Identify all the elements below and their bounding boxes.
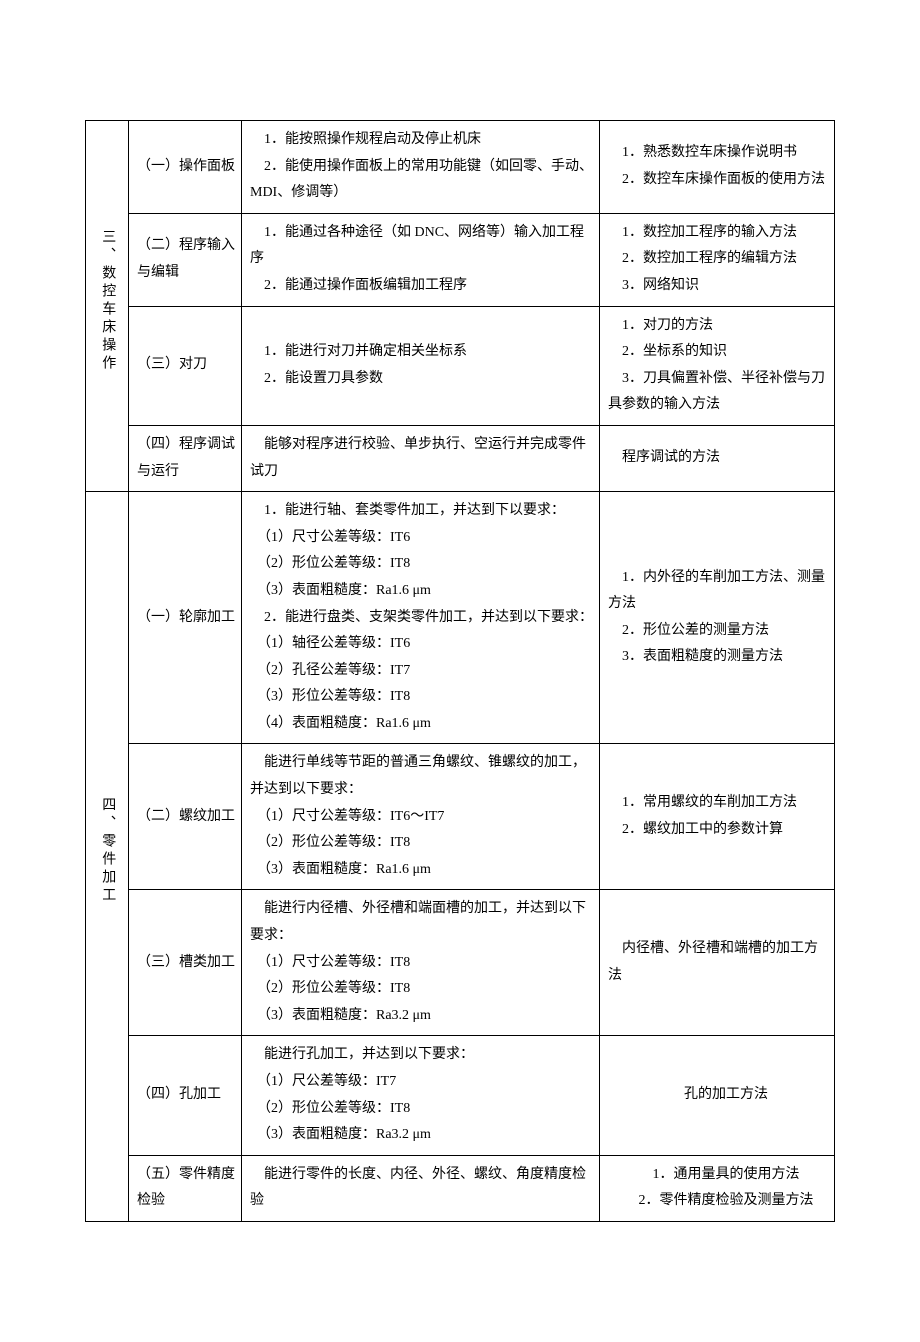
knowledge-cell: 内径槽、外径槽和端槽的加工方法 [600, 890, 835, 1036]
table-row: （五）零件精度检验 能进行零件的长度、内径、外径、螺纹、角度精度检验 1．通用量… [86, 1155, 835, 1221]
knowledge-cell: 1．数控加工程序的输入方法 2．数控加工程序的编辑方法 3．网络知识 [600, 213, 835, 306]
skill-cell: 能进行孔加工，并达到以下要求： （1）尺公差等级：IT7 （2）形位公差等级：I… [242, 1036, 600, 1155]
table-row: （四）程序调试与运行 能够对程序进行校验、单步执行、空运行并完成零件试刀 程序调… [86, 425, 835, 491]
skill-cell: 能够对程序进行校验、单步执行、空运行并完成零件试刀 [242, 425, 600, 491]
knowledge-cell: 1．通用量具的使用方法 2．零件精度检验及测量方法 [600, 1155, 835, 1221]
table-row: 三、数控车床操作（一）操作面板 1．能按照操作规程启动及停止机床 2．能使用操作… [86, 121, 835, 214]
table-row: （二）螺纹加工 能进行单线等节距的普通三角螺纹、锥螺纹的加工，并达到以下要求： … [86, 744, 835, 890]
subsection-cell: （二）程序输入与编辑 [129, 213, 242, 306]
table-row: （三）对刀 1．能进行对刀并确定相关坐标系 2．能设置刀具参数 1．对刀的方法 … [86, 306, 835, 425]
subsection-cell: （一）轮廓加工 [129, 492, 242, 744]
table-row: （四）孔加工 能进行孔加工，并达到以下要求： （1）尺公差等级：IT7 （2）形… [86, 1036, 835, 1155]
table-body: 三、数控车床操作 （一）操作面板 1．能按照操作规程启动及停止机床 2．能使用操作… [86, 121, 835, 1222]
knowledge-cell: 程序调试的方法 [600, 425, 835, 491]
skill-cell: 1．能通过各种途径（如 DNC、网络等）输入加工程序 2．能通过操作面板编辑加工… [242, 213, 600, 306]
knowledge-cell: 1．常用螺纹的车削加工方法 2．螺纹加工中的参数计算 [600, 744, 835, 890]
subsection-cell: （五）零件精度检验 [129, 1155, 242, 1221]
knowledge-cell: 1．对刀的方法 2．坐标系的知识 3．刀具偏置补偿、半径补偿与刀具参数的输入方法 [600, 306, 835, 425]
section-title: 四、零件加工 [94, 797, 121, 905]
skill-cell: 1．能按照操作规程启动及停止机床 2．能使用操作面板上的常用功能键（如回零、手动… [242, 121, 600, 214]
table-row: （二）程序输入与编辑 1．能通过各种途径（如 DNC、网络等）输入加工程序 2．… [86, 213, 835, 306]
subsection-cell: （四）程序调试与运行 [129, 425, 242, 491]
knowledge-cell: 1．熟悉数控车床操作说明书 2．数控车床操作面板的使用方法 [600, 121, 835, 214]
requirements-table: 三、数控车床操作 （一）操作面板 1．能按照操作规程启动及停止机床 2．能使用操作… [85, 120, 835, 1222]
subsection-cell: （二）螺纹加工 [129, 744, 242, 890]
table-row: （三）槽类加工 能进行内径槽、外径槽和端面槽的加工，并达到以下要求： （1）尺寸… [86, 890, 835, 1036]
skill-cell: 能进行零件的长度、内径、外径、螺纹、角度精度检验 [242, 1155, 600, 1221]
skill-cell: 能进行内径槽、外径槽和端面槽的加工，并达到以下要求： （1）尺寸公差等级：IT8… [242, 890, 600, 1036]
document-page: 三、数控车床操作 （一）操作面板 1．能按照操作规程启动及停止机床 2．能使用操作… [0, 0, 920, 1342]
section-title: 三、数控车床操作 [94, 229, 121, 373]
subsection-cell: （三）槽类加工 [129, 890, 242, 1036]
section-title-cell: 四、零件加工 [86, 492, 129, 1222]
subsection-cell: （三）对刀 [129, 306, 242, 425]
skill-cell: 能进行单线等节距的普通三角螺纹、锥螺纹的加工，并达到以下要求： （1）尺寸公差等… [242, 744, 600, 890]
subsection-cell: （一）操作面板 [129, 121, 242, 214]
knowledge-cell: 孔的加工方法 [600, 1036, 835, 1155]
skill-cell: 1．能进行轴、套类零件加工，并达到下以要求： （1）尺寸公差等级：IT6 （2）… [242, 492, 600, 744]
section-title-cell: 三、数控车床操作 [86, 121, 129, 492]
table-row: 四、零件加工（一）轮廓加工 1．能进行轴、套类零件加工，并达到下以要求： （1）… [86, 492, 835, 744]
skill-cell: 1．能进行对刀并确定相关坐标系 2．能设置刀具参数 [242, 306, 600, 425]
subsection-cell: （四）孔加工 [129, 1036, 242, 1155]
knowledge-cell: 1．内外径的车削加工方法、测量方法 2．形位公差的测量方法 3．表面粗糙度的测量… [600, 492, 835, 744]
